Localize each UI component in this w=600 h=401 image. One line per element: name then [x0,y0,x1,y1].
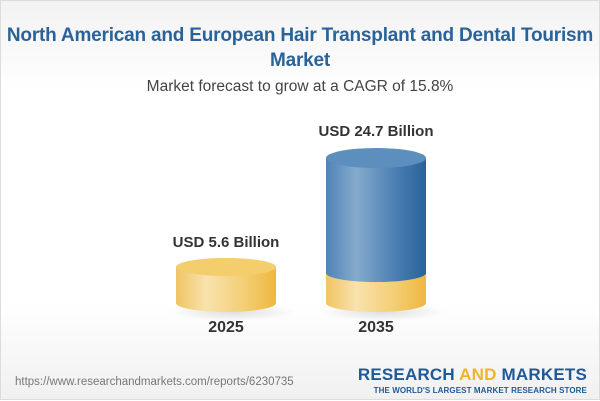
year-label-2035: 2035 [358,319,394,336]
cagr-subtitle: Market forecast to grow at a CAGR of 15.… [146,78,454,95]
value-label-2035: USD 24.7 Billion [318,123,434,140]
bar-2035 [321,148,445,321]
logo-text-and: AND [459,365,497,384]
bar-2025 [171,258,295,321]
logo-text-markets: MARKETS [496,365,587,384]
logo-tagline: THE WORLD'S LARGEST MARKET RESEARCH STOR… [373,386,587,395]
logo-text-research: RESEARCH [357,365,460,384]
source-url[interactable]: https://www.researchandmarkets.com/repor… [15,376,294,388]
value-label-2025: USD 5.6 Billion [172,234,280,251]
research-and-markets-logo: RESEARCH AND MARKETS THE WORLD'S LARGEST… [357,365,587,396]
page-title: North American and European Hair Transpl… [6,25,594,71]
year-label-2025: 2025 [208,319,244,336]
